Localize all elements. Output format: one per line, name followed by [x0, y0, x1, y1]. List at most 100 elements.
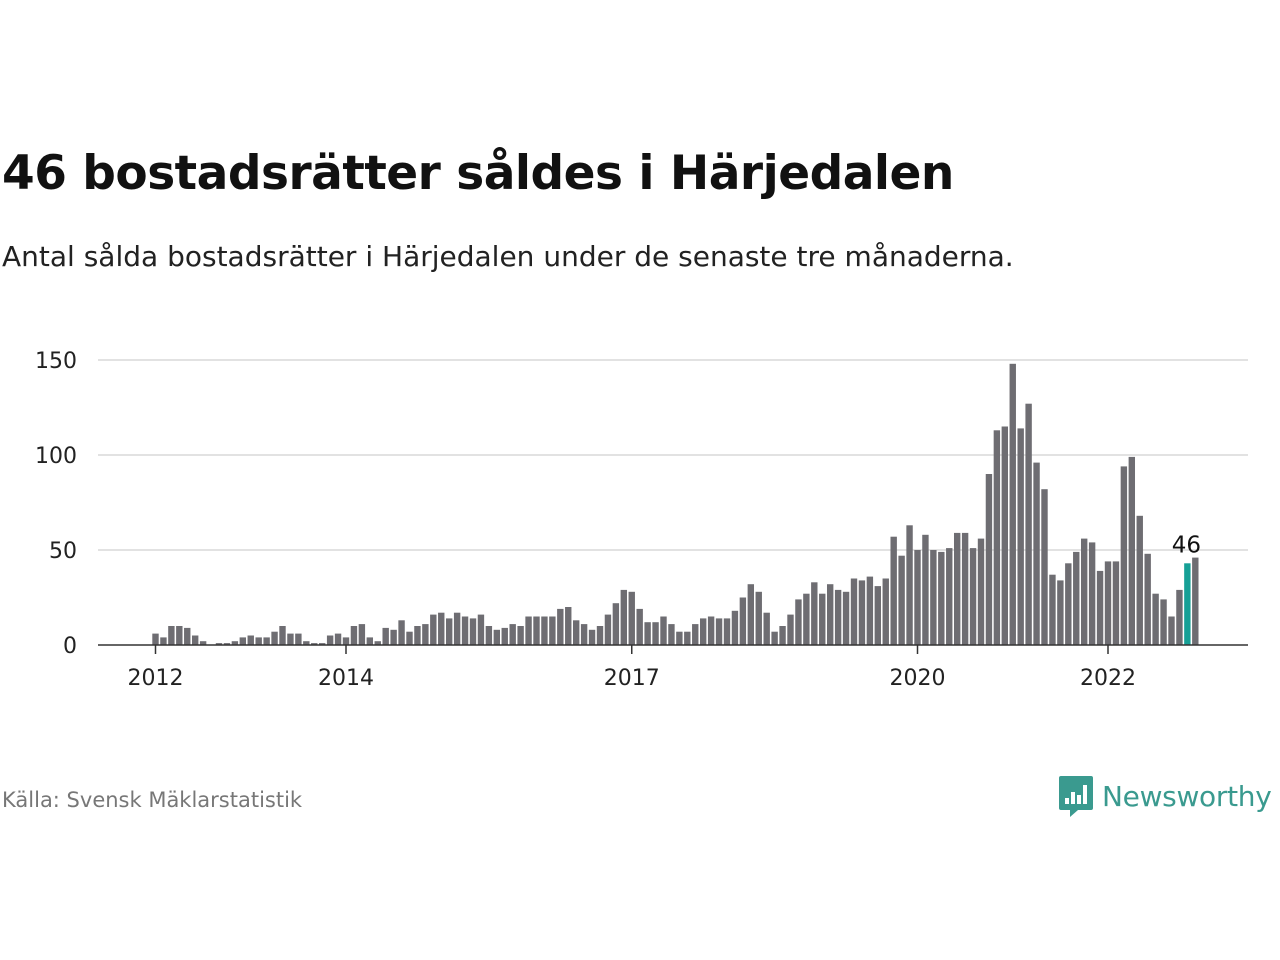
bar — [1001, 426, 1009, 645]
bar — [882, 578, 889, 645]
bar — [771, 631, 778, 645]
bar — [287, 633, 294, 645]
bar — [953, 532, 961, 645]
bar — [525, 616, 532, 645]
bar — [390, 629, 397, 645]
bar — [858, 580, 866, 645]
bar — [382, 627, 389, 645]
bar — [906, 525, 913, 645]
bar — [295, 633, 302, 645]
bar-chart-speech-bubble-icon — [1059, 776, 1093, 817]
bar — [620, 589, 628, 645]
bar — [263, 637, 270, 645]
y-tick-label-150: 150 — [35, 349, 77, 374]
bar — [684, 631, 691, 645]
bar — [739, 597, 747, 645]
bar — [366, 637, 374, 645]
bar — [517, 626, 524, 645]
bar — [271, 631, 278, 645]
y-tick-label-0: 0 — [63, 634, 77, 659]
x-tick-label-2014: 2014 — [318, 666, 374, 691]
bar — [1112, 561, 1120, 645]
bar — [311, 643, 318, 645]
bar — [469, 618, 477, 645]
chart-title: 46 bostadsrätter såldes i Härjedalen — [2, 146, 954, 201]
chart-subtitle: Antal sålda bostadsrätter i Härjedalen u… — [2, 240, 1014, 273]
bar — [215, 643, 223, 645]
bar — [811, 582, 818, 645]
bar — [414, 626, 421, 645]
bar — [803, 593, 810, 645]
bar — [898, 555, 905, 645]
bar — [731, 610, 739, 645]
bar — [763, 612, 770, 645]
bar — [430, 614, 437, 645]
bar — [969, 548, 977, 645]
bar — [1136, 515, 1143, 645]
bar — [358, 624, 366, 645]
bar — [866, 576, 874, 645]
bar — [493, 629, 501, 645]
bar — [612, 603, 620, 645]
bar — [1009, 363, 1016, 645]
bar — [223, 643, 231, 645]
bar-chart: 0 50 100 150 2012 2014 2017 2020 2022 46 — [35, 349, 1248, 691]
bar — [422, 624, 429, 645]
bar — [1065, 563, 1072, 645]
bar — [565, 607, 572, 645]
bar — [1168, 616, 1175, 645]
bar — [152, 633, 159, 645]
bar — [660, 616, 667, 645]
bar — [707, 616, 715, 645]
bar — [199, 641, 207, 645]
bar — [1104, 561, 1112, 645]
bar — [541, 616, 548, 645]
bar — [303, 641, 310, 645]
bar — [239, 637, 247, 645]
bar — [549, 616, 556, 645]
y-tick-label-50: 50 — [49, 539, 77, 564]
bar — [826, 584, 834, 645]
bar — [1073, 551, 1080, 645]
bar — [922, 534, 929, 645]
bar — [318, 643, 326, 645]
bar — [509, 624, 516, 645]
bar — [874, 586, 882, 645]
bar — [961, 532, 969, 645]
bar — [477, 614, 485, 645]
bar — [160, 637, 167, 645]
bar — [1033, 462, 1040, 645]
bar — [946, 548, 953, 645]
bar — [334, 633, 342, 645]
bar — [604, 614, 612, 645]
bar — [914, 550, 921, 645]
bar — [842, 591, 850, 645]
bar — [755, 591, 762, 645]
bar — [445, 618, 453, 645]
bar — [723, 618, 731, 645]
bar — [668, 624, 675, 645]
bar-highlight — [1184, 563, 1191, 645]
bar — [977, 538, 985, 645]
bar — [350, 626, 358, 645]
brand-logo: Newsworthy — [1058, 772, 1272, 820]
bar — [938, 551, 945, 645]
bar — [1152, 593, 1159, 645]
bar — [993, 430, 1001, 645]
bar — [1176, 589, 1183, 645]
bar — [930, 550, 937, 645]
x-tick-label-2012: 2012 — [128, 666, 184, 691]
bar — [985, 474, 993, 645]
x-tick-label-2020: 2020 — [890, 666, 946, 691]
bar — [461, 616, 469, 645]
bar — [819, 593, 826, 645]
bar — [1144, 553, 1151, 645]
bar — [795, 599, 802, 645]
bar — [787, 614, 794, 645]
bar — [247, 635, 254, 645]
bar — [850, 578, 858, 645]
bar — [533, 616, 540, 645]
bar — [176, 626, 183, 645]
bar — [1088, 542, 1096, 645]
bar — [715, 618, 723, 645]
